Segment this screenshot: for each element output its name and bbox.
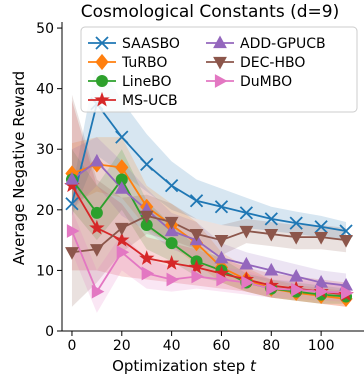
legend-marker-dumbo [214, 74, 228, 88]
turbo-point [115, 159, 129, 176]
legend-label-dec-hbo: DEC-HBO [240, 55, 305, 71]
dec-hbo-point [164, 216, 179, 230]
legend-label-add-gpucb: ADD-GPUCB [240, 36, 326, 52]
ms-ucb-point [163, 255, 180, 270]
x-tick-label: 0 [68, 338, 77, 354]
legend-label-linebo: LineBO [122, 74, 172, 90]
legend-label-saasbo: SAASBO [122, 36, 180, 52]
dec-hbo-confidence-band [71, 94, 347, 307]
legend-marker-turbo [95, 53, 109, 71]
dumbo-point [291, 282, 304, 297]
add-gpucb-point [164, 223, 179, 237]
saasbo-point [214, 200, 229, 214]
dumbo-point [91, 284, 105, 299]
add-gpucb-point [65, 172, 79, 185]
x-tick-label: 100 [308, 338, 335, 354]
y-tick-label: 20 [36, 203, 54, 219]
dec-hbo-point [264, 228, 279, 242]
linebo-point [140, 218, 153, 231]
dumbo-point [266, 281, 279, 296]
dumbo-point [241, 275, 254, 290]
dec-hbo-point [289, 231, 304, 245]
add-gpucb-point [89, 153, 104, 167]
dec-hbo-point [65, 247, 79, 260]
axes: 0 10 20 30 40 50 0 20 40 60 80 100 [36, 21, 364, 354]
ms-ucb-point [64, 177, 80, 193]
ms-ucb-point [114, 232, 130, 247]
dumbo-point [340, 285, 354, 300]
legend: SAASBO TuRBO LineBO MS-UCB ADD-GPUCB DEC-HBO D… [80, 26, 358, 113]
dumbo-point [66, 224, 80, 238]
add-gpucb-point [314, 275, 329, 288]
saasbo-point [65, 197, 79, 211]
y-tick-label: 10 [36, 263, 54, 279]
dumbo-point [191, 269, 205, 284]
x-tick-label: 80 [262, 338, 280, 354]
legend-box [80, 26, 358, 113]
saasbo-line [71, 101, 347, 232]
legend-label-dumbo: DuMBO [240, 74, 292, 90]
dec-hbo-point [339, 235, 353, 248]
y-tick-label: 40 [36, 82, 54, 98]
x-tick-label: 40 [163, 338, 181, 354]
saasbo-point [314, 220, 328, 234]
y-axis-label: Average Negative Reward [10, 71, 28, 265]
dec-hbo-line [71, 214, 347, 254]
dumbo-point [116, 245, 130, 260]
linebo-point [90, 206, 103, 219]
saasbo-point [264, 212, 278, 226]
legend-marker-saasbo [95, 36, 109, 50]
dec-hbo-point [89, 244, 104, 257]
add-gpucb-point [264, 262, 279, 276]
saasbo-point [140, 157, 154, 172]
legend-marker-ms-ucb [94, 91, 110, 107]
add-gpucb-point [214, 250, 229, 264]
dec-hbo-point [114, 222, 129, 236]
saasbo-point [239, 206, 254, 220]
series-markers [64, 97, 354, 307]
add-gpucb-point [289, 268, 304, 282]
dec-hbo-point [139, 210, 154, 224]
ms-ucb-confidence-band [71, 100, 347, 307]
dumbo-point [316, 284, 329, 299]
turbo-confidence-band [71, 137, 347, 307]
saasbo-point [115, 130, 129, 144]
x-tick-label: 20 [113, 338, 131, 354]
legend-label-turbo: TuRBO [121, 55, 167, 71]
y-tick-label: 50 [36, 21, 54, 37]
x-tick-label: 60 [213, 338, 231, 354]
legend-label-ms-ucb: MS-UCB [122, 93, 178, 109]
linebo-point [115, 173, 128, 186]
dumbo-point [141, 266, 155, 281]
saasbo-point [189, 194, 204, 208]
legend-marker-dec-hbo [213, 56, 227, 70]
y-tick-label: 0 [45, 324, 54, 340]
saasbo-point [164, 178, 179, 193]
ms-ucb-point [89, 219, 105, 235]
ms-ucb-point [188, 259, 205, 274]
dec-hbo-point [189, 228, 204, 242]
legend-marker-add-gpucb [213, 35, 227, 49]
dumbo-point [216, 272, 229, 287]
ms-ucb-point [213, 265, 230, 280]
dec-hbo-point [239, 225, 254, 239]
dec-hbo-point [314, 231, 329, 245]
saasbo-point [289, 216, 303, 230]
legend-marker-linebo [96, 75, 108, 87]
x-axis-label: Optimization step t [112, 357, 257, 375]
ms-ucb-point [139, 250, 155, 265]
chart-title: Cosmological Constants (d=9) [81, 2, 339, 22]
dumbo-point [166, 272, 180, 287]
dec-hbo-point [214, 235, 229, 248]
y-tick-label: 30 [36, 142, 54, 158]
linebo-point [165, 237, 178, 250]
add-gpucb-point [114, 181, 129, 194]
add-gpucb-point [239, 256, 254, 270]
